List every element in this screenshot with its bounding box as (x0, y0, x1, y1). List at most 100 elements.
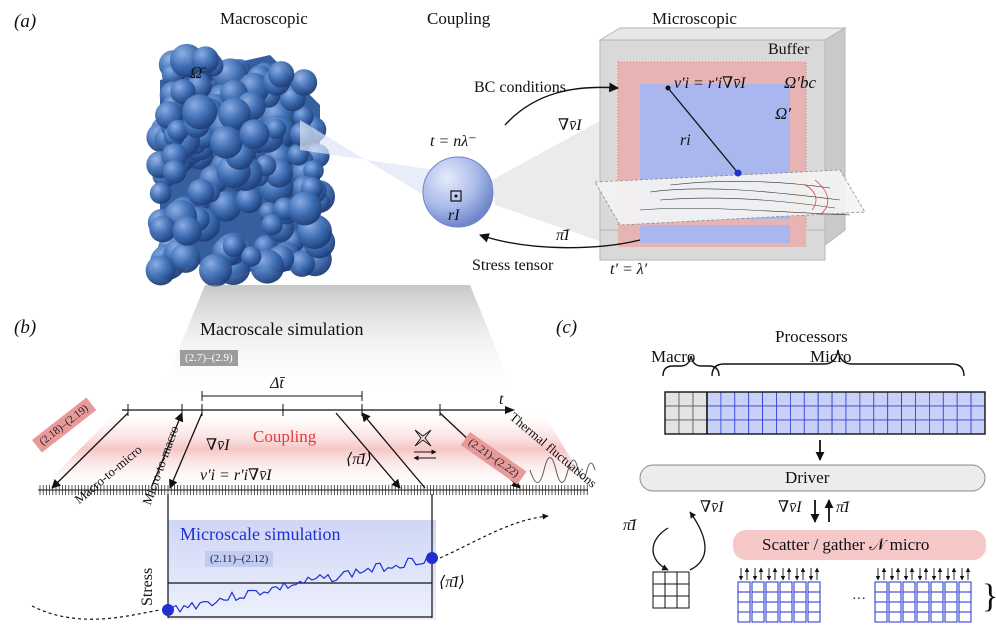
micro-cell (929, 391, 944, 407)
micro-sim-title: Microscale simulation (180, 524, 341, 544)
micro-proc-cell (958, 611, 972, 623)
micro-proc-cell (779, 611, 793, 623)
micro-cell (706, 419, 722, 435)
micro-cell (762, 405, 777, 421)
zoom-cone-a1 (300, 120, 440, 205)
macro-cell (692, 391, 708, 407)
micro-proc-cell (902, 591, 916, 603)
micro-cell (817, 405, 833, 421)
cube-ball (210, 126, 243, 159)
micro-cell (901, 391, 916, 407)
micro-cell (915, 419, 930, 435)
micro-cell (748, 419, 764, 435)
cube-ball (167, 119, 189, 142)
micro-proc-cell (779, 591, 793, 603)
micro-proc-cell (916, 611, 930, 623)
cube-ball (267, 61, 295, 88)
driver-label: Driver (785, 468, 830, 487)
t-micro-label: t′ = λ′ (610, 261, 648, 278)
micro-cell (762, 391, 777, 407)
micro-proc-cell (874, 601, 888, 613)
micro-cell (929, 405, 944, 421)
grad-v-label-b: ∇v̄I (206, 437, 230, 454)
incoming-dashed (31, 605, 161, 620)
micro-proc-cell (793, 601, 807, 613)
micro-proc-cell (944, 581, 958, 593)
processor-grid (664, 391, 986, 435)
micro-cell (915, 391, 930, 407)
micro-cell (970, 405, 986, 421)
cube-ball (210, 191, 242, 222)
micro-proc-cell (930, 611, 944, 623)
stress-trace (167, 553, 433, 614)
omega-prime-label: Ω′ (775, 104, 792, 123)
scatter-label: Scatter / gather 𝒩 micro (762, 535, 930, 554)
micro-cell (734, 419, 750, 435)
micro-proc-cell (793, 591, 807, 603)
micro-proc-cell (944, 611, 958, 623)
micro-cell (915, 405, 930, 421)
grad-v-label-a: ∇v̄I (558, 117, 582, 134)
r-I-label: rI (448, 207, 460, 224)
micro-proc-cell (930, 581, 944, 593)
micro-proc-cell (916, 581, 930, 593)
macro-sim-title: Macroscale simulation (200, 319, 364, 339)
macro-cell (664, 405, 680, 421)
micro-proc-cell (765, 611, 779, 623)
micro-proc-cell (958, 591, 972, 603)
micro-cell (942, 391, 958, 407)
pi-I-label-a: π̄I (556, 227, 570, 244)
micro-cell (845, 391, 861, 407)
buffer-label: Buffer (768, 41, 810, 58)
stress-plot (31, 494, 549, 620)
micro-cell (929, 419, 944, 435)
micro-cell (956, 419, 972, 435)
micro-proc-cell (902, 611, 916, 623)
cube-ball (288, 191, 322, 226)
micro-cell (942, 405, 958, 421)
macro-cell (678, 405, 694, 421)
micro-cell (887, 419, 903, 435)
micro-proc-cell (888, 611, 902, 623)
small-macro-cell (664, 571, 678, 585)
small-macro-cell (652, 583, 666, 597)
micro-proc-cell (807, 591, 821, 603)
micro-to-macro-arrow (151, 412, 184, 487)
micro-proc-cell (888, 591, 902, 603)
micro-proc-cell (874, 591, 888, 603)
micro-cell (706, 391, 722, 407)
micro-cell (734, 391, 750, 407)
stress-arrow (479, 233, 641, 249)
cube-ball (191, 46, 219, 74)
micro-cell (970, 419, 986, 435)
micro-cell (720, 405, 736, 421)
macro-cell (664, 419, 680, 435)
micro-proc-cell (765, 591, 779, 603)
micro-cell (873, 419, 889, 435)
cube-ball (261, 214, 283, 236)
macro-time-arrowhead (505, 406, 515, 414)
micro-cell (970, 391, 986, 407)
micro-proc-cell (793, 581, 807, 593)
macro-plane (160, 285, 515, 395)
coupling-header: Coupling (427, 9, 491, 28)
micro-proc-cell (958, 581, 972, 593)
micro-cell (956, 391, 972, 407)
outgoing-dashed (439, 513, 549, 559)
micro-proc-cell (958, 601, 972, 613)
micro-cell (859, 391, 875, 407)
pi-right-label: π̄I (836, 499, 850, 516)
micro-cell (790, 419, 805, 435)
t-axis-label: t (499, 391, 504, 408)
cube-ball (149, 215, 177, 243)
cube-ball (187, 178, 215, 206)
micro-cell (734, 405, 750, 421)
micro-cell (887, 391, 903, 407)
micro-cell (859, 419, 875, 435)
micro-cell (748, 405, 764, 421)
micro-proc-cell (737, 581, 751, 593)
micro-proc-cell (807, 601, 821, 613)
t-macro-label: t = nλ⁻ (430, 133, 477, 150)
stress-avg-arrow-down (335, 412, 401, 489)
small-macro-cell (676, 595, 690, 609)
